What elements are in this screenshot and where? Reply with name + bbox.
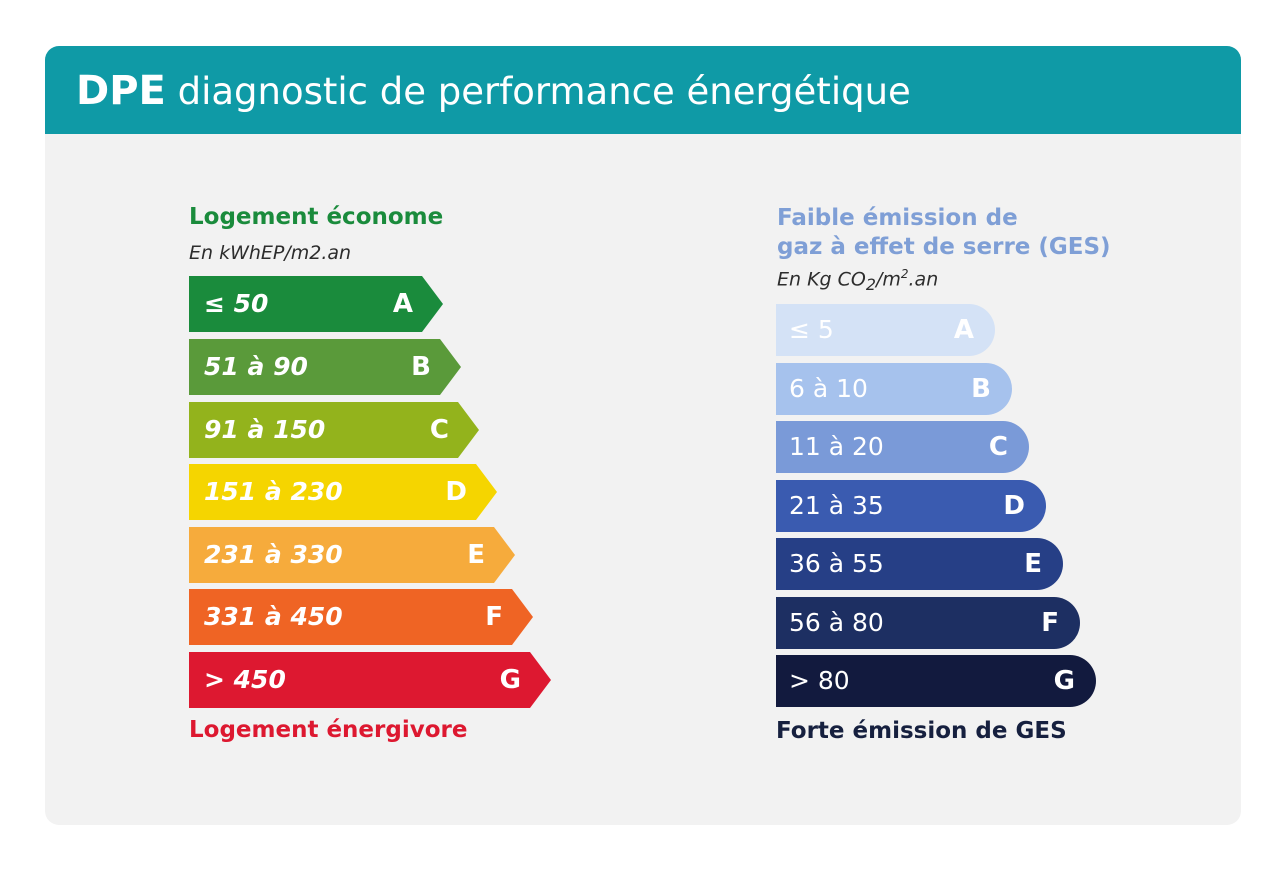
ges-range-f: 56 à 80 <box>789 608 884 637</box>
energy-bar-c: 91 à 150 C <box>189 402 479 458</box>
ges-range-c: 11 à 20 <box>789 432 884 461</box>
ges-bottom-label: Forte émission de GES <box>776 718 1067 744</box>
ges-top-label-line2: gaz à effet de serre (GES) <box>777 234 1111 260</box>
dpe-card: DPE diagnostic de performance énergétiqu… <box>45 46 1241 825</box>
ges-bar-e: 36 à 55 E <box>776 538 1063 590</box>
ges-letter-f: F <box>1041 608 1059 638</box>
ges-letter-d: D <box>1003 491 1025 521</box>
energy-bar-g: > 450 G <box>189 652 551 708</box>
energy-letter-a: A <box>392 289 413 319</box>
energy-bar-d: 151 à 230 D <box>189 464 497 520</box>
energy-letter-b: B <box>411 352 431 382</box>
ges-unit-suffix: .an <box>908 268 939 291</box>
ges-range-b: 6 à 10 <box>789 374 868 403</box>
energy-letter-d: D <box>445 477 467 507</box>
ges-unit: En Kg CO2/m2.an <box>777 267 938 294</box>
ges-range-d: 21 à 35 <box>789 491 884 520</box>
energy-range-a: ≤ 50 <box>204 289 269 318</box>
energy-bar-b: 51 à 90 B <box>189 339 461 395</box>
energy-range-d: 151 à 230 <box>204 477 343 506</box>
energy-range-g: > 450 <box>204 665 286 694</box>
ges-unit-mid: /m <box>875 268 901 291</box>
energy-letter-e: E <box>467 540 485 570</box>
ges-letter-a: A <box>953 315 974 345</box>
ges-range-e: 36 à 55 <box>789 549 884 578</box>
ges-range-g: > 80 <box>789 666 850 695</box>
header-banner: DPE diagnostic de performance énergétiqu… <box>45 46 1241 134</box>
ges-letter-c: C <box>988 432 1008 462</box>
ges-top-label-line1: Faible émission de <box>777 205 1018 231</box>
ges-bar-f: 56 à 80 F <box>776 597 1080 649</box>
ges-letter-b: B <box>971 374 991 404</box>
energy-range-c: 91 à 150 <box>204 415 326 444</box>
energy-top-label: Logement économe <box>189 204 444 230</box>
page-title: DPE diagnostic de performance énergétiqu… <box>76 66 911 117</box>
energy-range-e: 231 à 330 <box>204 540 343 569</box>
energy-letter-g: G <box>499 665 521 695</box>
energy-range-f: 331 à 450 <box>204 602 343 631</box>
ges-bar-g: > 80 G <box>776 655 1096 707</box>
ges-top-label: Faible émission de gaz à effet de serre … <box>777 204 1111 262</box>
energy-unit: En kWhEP/m2.an <box>189 242 352 264</box>
ges-range-a: ≤ 5 <box>789 315 834 344</box>
ges-unit-sup: 2 <box>900 267 909 281</box>
ges-unit-prefix: En Kg CO <box>777 268 866 291</box>
title-text: diagnostic de performance énergétique <box>177 70 911 113</box>
energy-bar-f: 331 à 450 F <box>189 589 533 645</box>
ges-letter-g: G <box>1053 666 1075 696</box>
ges-bar-d: 21 à 35 D <box>776 480 1046 532</box>
energy-bar-e: 231 à 330 E <box>189 527 515 583</box>
energy-letter-f: F <box>485 602 503 632</box>
title-abbr: DPE <box>76 68 166 114</box>
energy-bottom-label: Logement énergivore <box>189 717 468 743</box>
ges-bar-b: 6 à 10 B <box>776 363 1012 415</box>
energy-bar-a: ≤ 50 A <box>189 276 443 332</box>
ges-unit-sub: 2 <box>865 275 876 295</box>
ges-letter-e: E <box>1024 549 1042 579</box>
ges-bar-c: 11 à 20 C <box>776 421 1029 473</box>
ges-bar-a: ≤ 5 A <box>776 304 995 356</box>
energy-range-b: 51 à 90 <box>204 352 308 381</box>
energy-letter-c: C <box>429 415 449 445</box>
